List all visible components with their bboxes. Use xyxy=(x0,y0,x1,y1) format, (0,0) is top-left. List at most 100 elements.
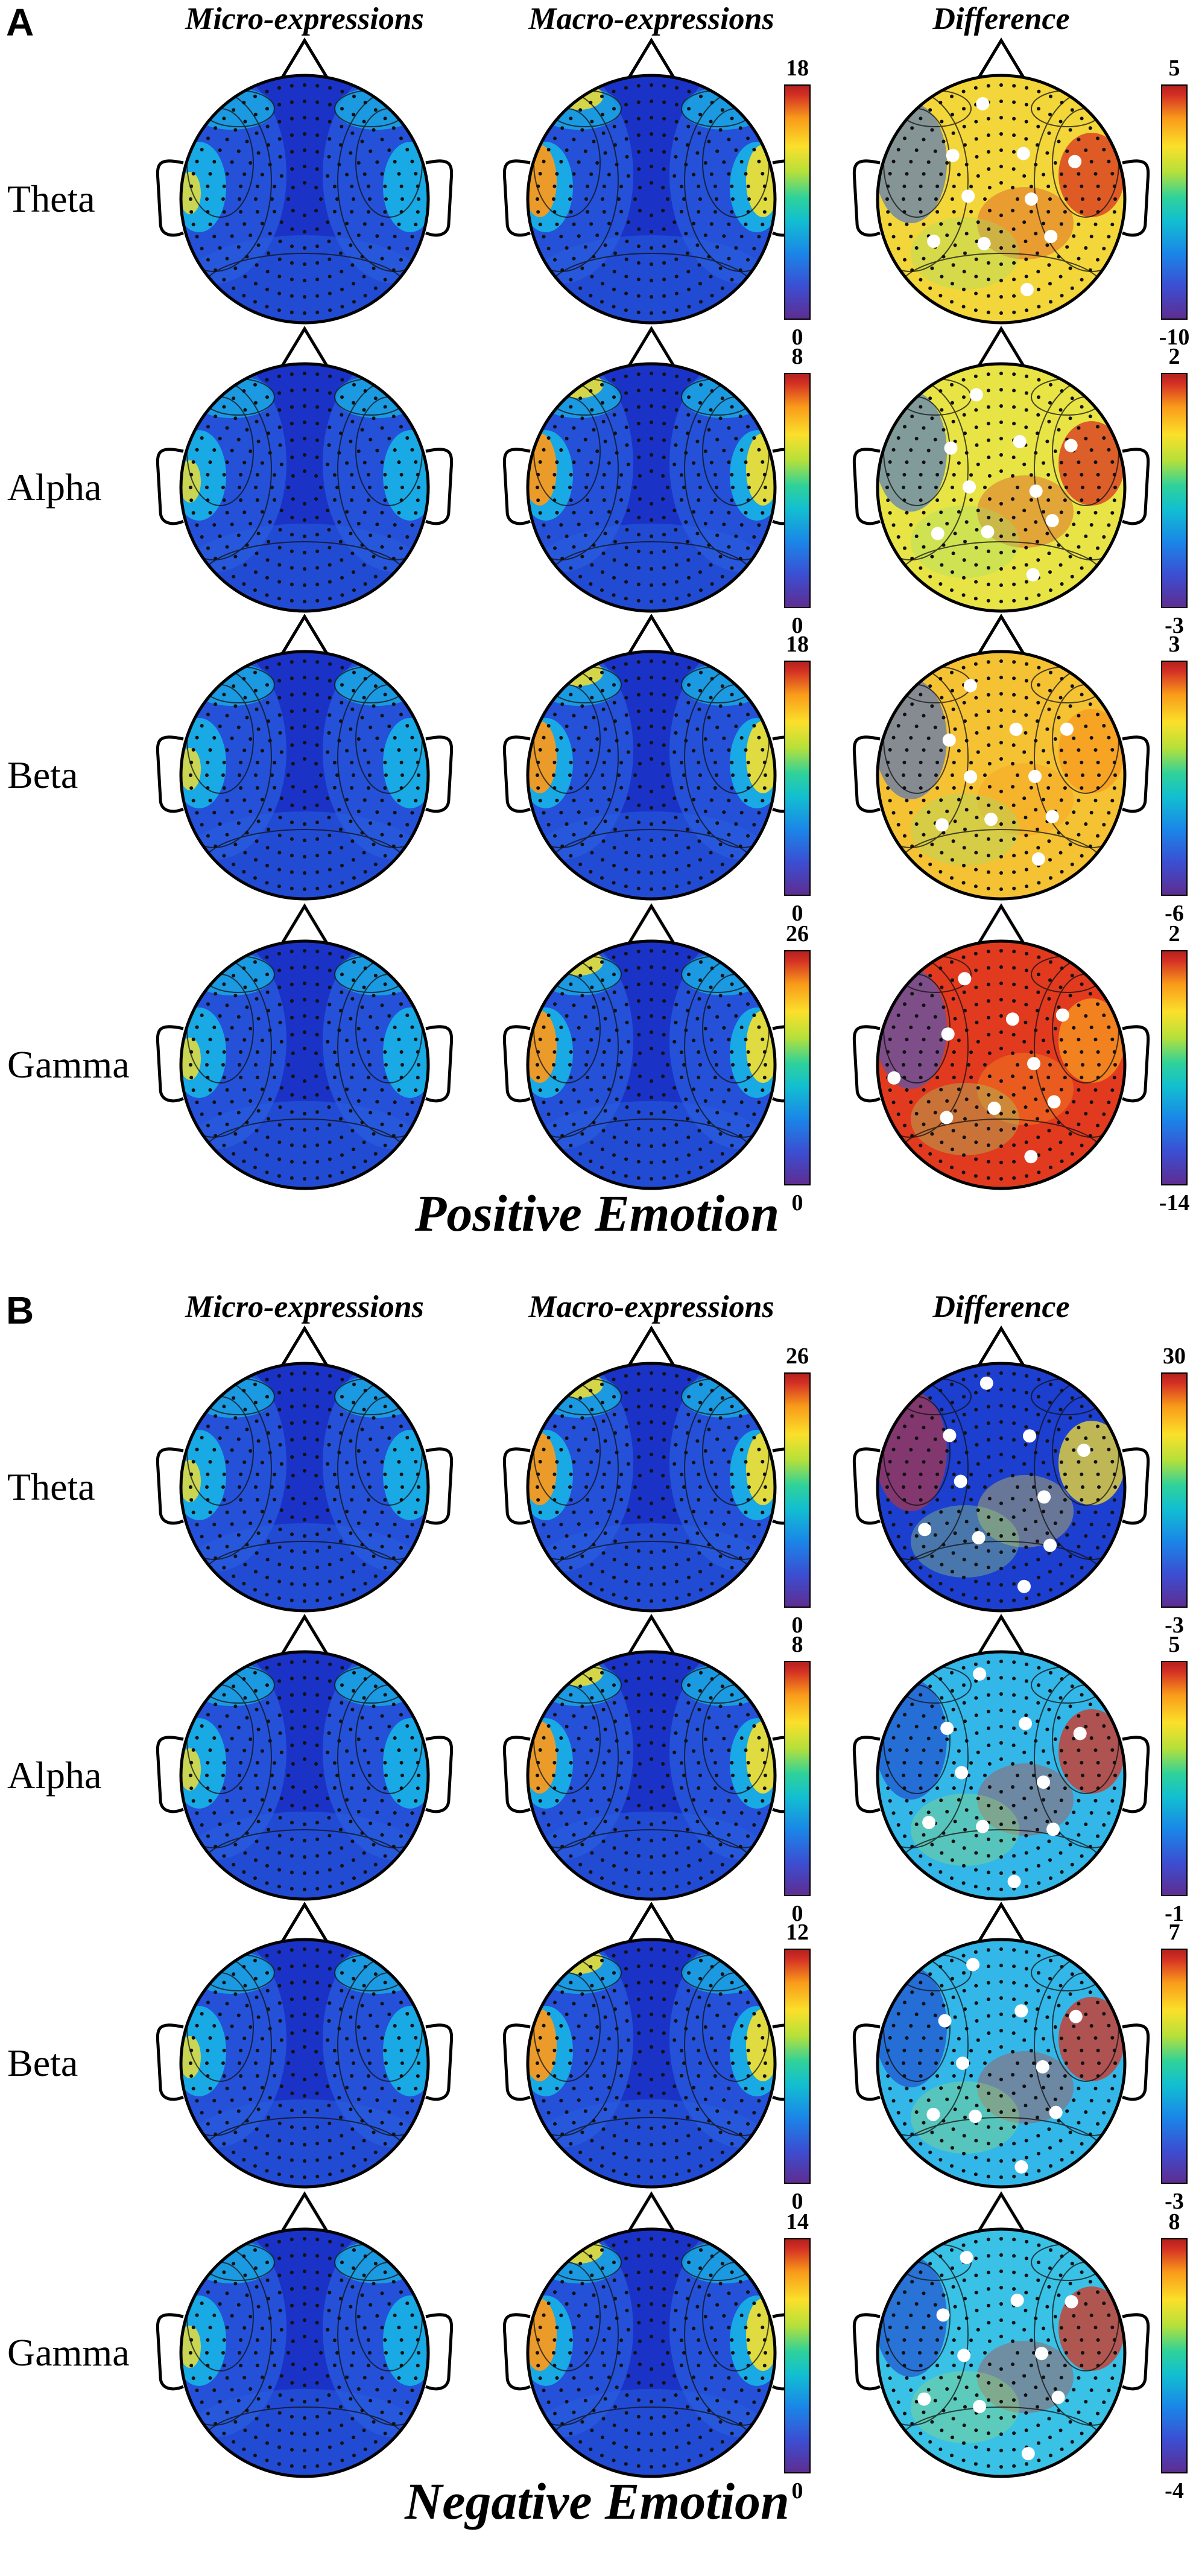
nose-outline xyxy=(280,1325,329,1368)
difference-colorbar-min-label: -4 xyxy=(1165,2478,1184,2504)
topomap-micro-theta xyxy=(156,1325,454,1613)
power-colorbar-min-label: 0 xyxy=(791,1613,803,1638)
nose-outline xyxy=(976,326,1026,368)
nose-outline xyxy=(627,1614,676,1656)
difference-colorbar xyxy=(1161,661,1188,896)
electrode-dots xyxy=(536,949,767,1181)
difference-colorbar-max-label: 7 xyxy=(1168,1920,1180,1945)
electrode-dots xyxy=(189,949,420,1181)
nose-outline xyxy=(976,1902,1026,1944)
ear-outline xyxy=(502,448,531,525)
electrode-dots xyxy=(189,1947,420,2179)
electrode-dots xyxy=(885,83,1117,315)
ear-outline xyxy=(502,1025,531,1103)
difference-colorbar-max-label: 8 xyxy=(1168,2209,1180,2235)
difference-colorbar xyxy=(1161,1661,1188,1896)
panel-letter: A xyxy=(6,1,34,44)
nose-outline xyxy=(627,903,676,945)
column-header-3: Difference xyxy=(932,1290,1070,1324)
band-label-theta: Theta xyxy=(7,1465,95,1508)
topomap-micro-gamma xyxy=(156,2191,454,2478)
difference-colorbar-max-label: 3 xyxy=(1168,632,1180,657)
power-colorbar-max-label: 14 xyxy=(786,2209,809,2235)
topomap-macro-beta xyxy=(502,1902,800,2189)
ear-outline xyxy=(425,448,454,525)
ear-outline xyxy=(1121,1736,1150,1813)
ear-outline xyxy=(156,2023,185,2101)
ear-outline xyxy=(852,2023,881,2101)
difference-colorbar-max-label: 2 xyxy=(1168,921,1180,947)
band-label-theta: Theta xyxy=(7,177,95,220)
nose-outline xyxy=(976,1614,1026,1656)
difference-colorbar-min-label: -1 xyxy=(1165,1901,1184,1926)
topomap-macro-gamma xyxy=(502,2191,800,2478)
ear-outline xyxy=(156,448,185,525)
power-colorbar xyxy=(784,1661,811,1896)
electrode-dots xyxy=(189,659,420,891)
nose-outline xyxy=(627,1902,676,1944)
nose-outline xyxy=(280,1902,329,1944)
significant-electrodes xyxy=(922,1667,1087,1888)
significant-electrodes xyxy=(931,388,1078,582)
ear-outline xyxy=(156,2313,185,2391)
topomap-difference-beta xyxy=(852,1902,1150,2189)
ear-outline xyxy=(1121,735,1150,813)
power-colorbar xyxy=(784,1949,811,2184)
electrode-dots xyxy=(536,1660,767,1891)
significant-electrodes xyxy=(887,972,1069,1164)
ear-outline xyxy=(156,159,185,237)
band-label-gamma: Gamma xyxy=(7,1043,130,1086)
ear-outline xyxy=(1121,159,1150,237)
topomap-macro-alpha xyxy=(502,1614,800,1901)
power-colorbar xyxy=(784,84,811,320)
topomap-difference-alpha xyxy=(852,1614,1150,1901)
power-colorbar xyxy=(784,373,811,608)
nose-outline xyxy=(627,326,676,368)
column-header-1: Micro-expressions xyxy=(185,2,424,36)
ear-outline xyxy=(502,735,531,813)
band-label-beta: Beta xyxy=(7,2041,78,2084)
band-label-beta: Beta xyxy=(7,753,78,796)
power-colorbar xyxy=(784,661,811,896)
topomap-difference-alpha xyxy=(852,326,1150,613)
electrode-dots xyxy=(536,1947,767,2179)
ear-outline xyxy=(852,1025,881,1103)
panel-b: B Micro-expressions Macro-expressions Diffe… xyxy=(0,1288,1196,2576)
ear-outline xyxy=(156,1447,185,1525)
band-label-alpha: Alpha xyxy=(7,1754,102,1797)
power-colorbar-min-label: 0 xyxy=(791,2478,803,2504)
ear-outline xyxy=(425,1025,454,1103)
significant-electrodes xyxy=(917,2251,1078,2461)
nose-outline xyxy=(976,903,1026,945)
nose-outline xyxy=(976,614,1026,656)
topomap-macro-beta xyxy=(502,614,800,901)
nose-outline xyxy=(976,37,1026,80)
electrode-dots xyxy=(885,1947,1117,2179)
difference-colorbar-min-label: -10 xyxy=(1159,325,1190,350)
nose-outline xyxy=(280,37,329,80)
electrode-dots xyxy=(536,2237,767,2469)
difference-colorbar-min-label: -3 xyxy=(1165,613,1184,638)
power-colorbar-max-label: 26 xyxy=(786,1344,809,1369)
nose-outline xyxy=(627,1325,676,1368)
electrode-dots xyxy=(885,659,1117,891)
significant-electrodes xyxy=(935,679,1074,866)
difference-colorbar-max-label: 2 xyxy=(1168,344,1180,369)
difference-colorbar xyxy=(1161,950,1188,1185)
significant-electrodes xyxy=(927,97,1082,296)
panel-letter: B xyxy=(6,1289,34,1332)
power-colorbar xyxy=(784,950,811,1185)
difference-colorbar xyxy=(1161,373,1188,608)
panel-caption: Negative Emotion xyxy=(405,2472,789,2530)
power-colorbar-max-label: 18 xyxy=(786,632,809,657)
column-header-3: Difference xyxy=(932,2,1070,36)
ear-outline xyxy=(502,2313,531,2391)
electrode-dots xyxy=(536,372,767,603)
ear-outline xyxy=(425,2023,454,2101)
panel-caption: Positive Emotion xyxy=(414,1184,780,1242)
nose-outline xyxy=(627,37,676,80)
electrode-dots xyxy=(189,1371,420,1603)
difference-colorbar-min-label: -6 xyxy=(1165,901,1184,926)
topomap-micro-beta xyxy=(156,614,454,901)
electrode-dots xyxy=(885,2237,1117,2469)
